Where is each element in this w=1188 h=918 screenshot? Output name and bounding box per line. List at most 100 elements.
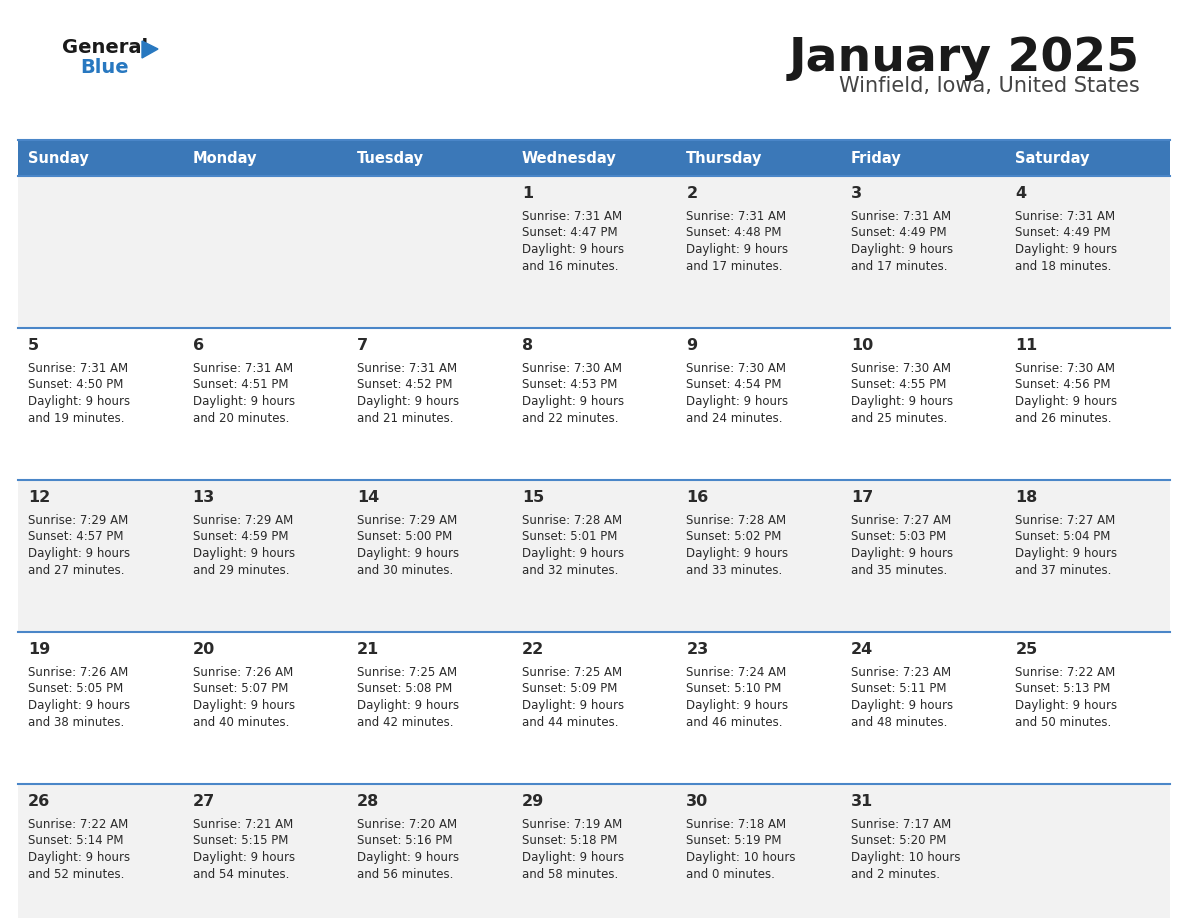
Text: Sunset: 4:47 PM: Sunset: 4:47 PM — [522, 227, 618, 240]
Text: 9: 9 — [687, 338, 697, 353]
Text: Daylight: 9 hours: Daylight: 9 hours — [192, 547, 295, 560]
Text: and 17 minutes.: and 17 minutes. — [687, 260, 783, 273]
Text: Sunset: 5:18 PM: Sunset: 5:18 PM — [522, 834, 617, 847]
Text: Sunrise: 7:31 AM: Sunrise: 7:31 AM — [687, 210, 786, 223]
Bar — [1005, 140, 1170, 176]
Text: Sunset: 4:59 PM: Sunset: 4:59 PM — [192, 531, 287, 543]
Text: Sunset: 5:14 PM: Sunset: 5:14 PM — [29, 834, 124, 847]
Bar — [18, 140, 183, 176]
Text: Sunrise: 7:22 AM: Sunrise: 7:22 AM — [1016, 666, 1116, 679]
Text: and 27 minutes.: and 27 minutes. — [29, 564, 125, 577]
Text: 28: 28 — [358, 794, 379, 809]
Bar — [18, 632, 1170, 784]
Text: Sunset: 5:13 PM: Sunset: 5:13 PM — [1016, 682, 1111, 696]
Text: Sunrise: 7:31 AM: Sunrise: 7:31 AM — [358, 362, 457, 375]
Text: Sunrise: 7:28 AM: Sunrise: 7:28 AM — [522, 514, 621, 527]
Text: and 56 minutes.: and 56 minutes. — [358, 868, 454, 880]
Text: and 24 minutes.: and 24 minutes. — [687, 411, 783, 424]
Text: 3: 3 — [851, 186, 862, 201]
Text: Sunrise: 7:30 AM: Sunrise: 7:30 AM — [851, 362, 950, 375]
Text: Sunrise: 7:29 AM: Sunrise: 7:29 AM — [192, 514, 292, 527]
Text: 31: 31 — [851, 794, 873, 809]
Bar — [512, 140, 676, 176]
Text: Sunrise: 7:26 AM: Sunrise: 7:26 AM — [192, 666, 292, 679]
Text: 8: 8 — [522, 338, 533, 353]
Text: Daylight: 9 hours: Daylight: 9 hours — [851, 699, 953, 712]
Text: Daylight: 9 hours: Daylight: 9 hours — [192, 699, 295, 712]
Text: Sunrise: 7:29 AM: Sunrise: 7:29 AM — [29, 514, 128, 527]
Text: and 20 minutes.: and 20 minutes. — [192, 411, 289, 424]
Text: and 44 minutes.: and 44 minutes. — [522, 715, 618, 729]
Polygon shape — [143, 41, 158, 58]
Text: 19: 19 — [29, 642, 50, 657]
Text: Sunrise: 7:31 AM: Sunrise: 7:31 AM — [29, 362, 128, 375]
Text: Daylight: 9 hours: Daylight: 9 hours — [1016, 243, 1118, 256]
Text: 1: 1 — [522, 186, 533, 201]
Text: Saturday: Saturday — [1016, 151, 1089, 165]
Text: Sunrise: 7:17 AM: Sunrise: 7:17 AM — [851, 818, 952, 831]
Text: and 29 minutes.: and 29 minutes. — [192, 564, 289, 577]
Text: Sunset: 4:49 PM: Sunset: 4:49 PM — [851, 227, 947, 240]
Text: 14: 14 — [358, 490, 379, 505]
Bar — [18, 784, 1170, 918]
Text: Sunrise: 7:20 AM: Sunrise: 7:20 AM — [358, 818, 457, 831]
Text: and 58 minutes.: and 58 minutes. — [522, 868, 618, 880]
Text: and 30 minutes.: and 30 minutes. — [358, 564, 454, 577]
Text: Sunrise: 7:31 AM: Sunrise: 7:31 AM — [851, 210, 950, 223]
Text: Sunset: 4:52 PM: Sunset: 4:52 PM — [358, 378, 453, 391]
Text: and 21 minutes.: and 21 minutes. — [358, 411, 454, 424]
Text: Daylight: 9 hours: Daylight: 9 hours — [1016, 547, 1118, 560]
Bar — [347, 140, 512, 176]
Text: Sunset: 4:56 PM: Sunset: 4:56 PM — [1016, 378, 1111, 391]
Text: 13: 13 — [192, 490, 215, 505]
Text: 10: 10 — [851, 338, 873, 353]
Text: and 32 minutes.: and 32 minutes. — [522, 564, 618, 577]
Text: Daylight: 9 hours: Daylight: 9 hours — [358, 699, 460, 712]
Text: and 46 minutes.: and 46 minutes. — [687, 715, 783, 729]
Text: and 50 minutes.: and 50 minutes. — [1016, 715, 1112, 729]
Text: Sunset: 5:10 PM: Sunset: 5:10 PM — [687, 682, 782, 696]
Text: General: General — [62, 38, 148, 57]
Text: Sunset: 4:51 PM: Sunset: 4:51 PM — [192, 378, 287, 391]
Text: Daylight: 9 hours: Daylight: 9 hours — [522, 243, 624, 256]
Bar — [18, 176, 1170, 328]
Text: and 18 minutes.: and 18 minutes. — [1016, 260, 1112, 273]
Text: Daylight: 9 hours: Daylight: 9 hours — [687, 699, 789, 712]
Text: 23: 23 — [687, 642, 708, 657]
Text: and 37 minutes.: and 37 minutes. — [1016, 564, 1112, 577]
Text: 7: 7 — [358, 338, 368, 353]
Text: Sunset: 5:00 PM: Sunset: 5:00 PM — [358, 531, 453, 543]
Text: Sunrise: 7:30 AM: Sunrise: 7:30 AM — [687, 362, 786, 375]
Text: 26: 26 — [29, 794, 50, 809]
Text: Sunset: 5:16 PM: Sunset: 5:16 PM — [358, 834, 453, 847]
Text: and 33 minutes.: and 33 minutes. — [687, 564, 783, 577]
Text: Sunrise: 7:30 AM: Sunrise: 7:30 AM — [522, 362, 621, 375]
Text: Winfield, Iowa, United States: Winfield, Iowa, United States — [839, 76, 1140, 96]
Text: and 26 minutes.: and 26 minutes. — [1016, 411, 1112, 424]
Text: Monday: Monday — [192, 151, 257, 165]
Text: Daylight: 9 hours: Daylight: 9 hours — [522, 395, 624, 408]
Text: and 54 minutes.: and 54 minutes. — [192, 868, 289, 880]
Text: and 19 minutes.: and 19 minutes. — [29, 411, 125, 424]
Text: Daylight: 9 hours: Daylight: 9 hours — [687, 395, 789, 408]
Text: 22: 22 — [522, 642, 544, 657]
Text: Daylight: 9 hours: Daylight: 9 hours — [358, 851, 460, 864]
Text: and 17 minutes.: and 17 minutes. — [851, 260, 947, 273]
Text: Sunset: 5:03 PM: Sunset: 5:03 PM — [851, 531, 946, 543]
Bar — [841, 140, 1005, 176]
Text: 25: 25 — [1016, 642, 1037, 657]
Text: Sunset: 5:07 PM: Sunset: 5:07 PM — [192, 682, 287, 696]
Text: Sunset: 4:54 PM: Sunset: 4:54 PM — [687, 378, 782, 391]
Text: Daylight: 9 hours: Daylight: 9 hours — [687, 547, 789, 560]
Text: Sunrise: 7:31 AM: Sunrise: 7:31 AM — [1016, 210, 1116, 223]
Text: Sunset: 4:55 PM: Sunset: 4:55 PM — [851, 378, 946, 391]
Text: 4: 4 — [1016, 186, 1026, 201]
Text: 12: 12 — [29, 490, 50, 505]
Text: and 22 minutes.: and 22 minutes. — [522, 411, 618, 424]
Text: 29: 29 — [522, 794, 544, 809]
Text: Sunset: 5:08 PM: Sunset: 5:08 PM — [358, 682, 453, 696]
Text: Daylight: 9 hours: Daylight: 9 hours — [687, 243, 789, 256]
Text: Sunset: 5:05 PM: Sunset: 5:05 PM — [29, 682, 124, 696]
Text: Blue: Blue — [80, 58, 128, 77]
Text: 27: 27 — [192, 794, 215, 809]
